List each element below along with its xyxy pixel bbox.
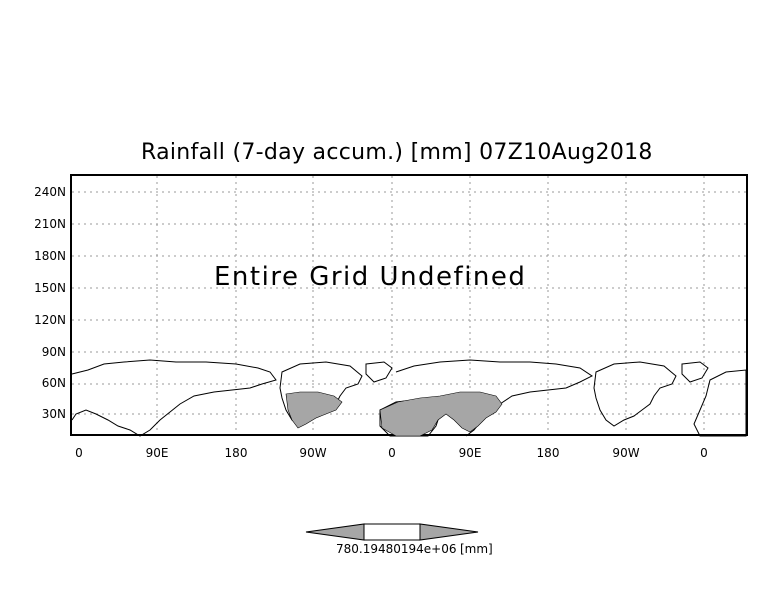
legend-values: 780.19480194e+06	[336, 542, 457, 556]
lon-label: 0	[700, 446, 708, 460]
legend-center-box	[363, 523, 421, 541]
eurasia-outline-1	[71, 359, 277, 437]
lat-label: 210N	[34, 217, 66, 231]
greenland-outline-1	[365, 361, 393, 383]
legend-left-arrow	[305, 523, 365, 541]
lat-label: 180N	[34, 249, 66, 263]
shaded-land	[285, 391, 503, 437]
shaded-usa	[285, 391, 343, 429]
map-title: Rainfall (7-day accum.) [mm] 07Z10Aug201…	[141, 140, 653, 165]
lat-label: 60N	[41, 376, 66, 390]
lat-label: 240N	[34, 185, 66, 199]
legend-right-arrow	[419, 523, 479, 541]
legend-colorbar	[305, 523, 479, 541]
lat-label: 30N	[41, 407, 66, 421]
undefined-grid-message: Entire Grid Undefined	[214, 262, 527, 292]
greenland-outline-2	[681, 361, 709, 383]
north-america-outline-2	[593, 361, 677, 427]
lon-label: 0	[388, 446, 396, 460]
gridlines	[72, 176, 746, 434]
lat-label: 90N	[41, 345, 66, 359]
lon-label: 90W	[612, 446, 640, 460]
lon-label: 180	[536, 446, 560, 460]
lon-label: 90W	[299, 446, 327, 460]
lat-label: 120N	[34, 313, 66, 327]
europe-outline-3	[693, 369, 747, 437]
map-plot-area	[70, 174, 748, 436]
lon-label: 0	[75, 446, 83, 460]
lon-label: 90E	[458, 446, 482, 460]
lon-label: 180	[224, 446, 248, 460]
legend-unit: [mm]	[460, 542, 493, 556]
lon-label: 90E	[145, 446, 169, 460]
shaded-north-africa-asia	[379, 391, 503, 437]
lat-label: 150N	[34, 281, 66, 295]
